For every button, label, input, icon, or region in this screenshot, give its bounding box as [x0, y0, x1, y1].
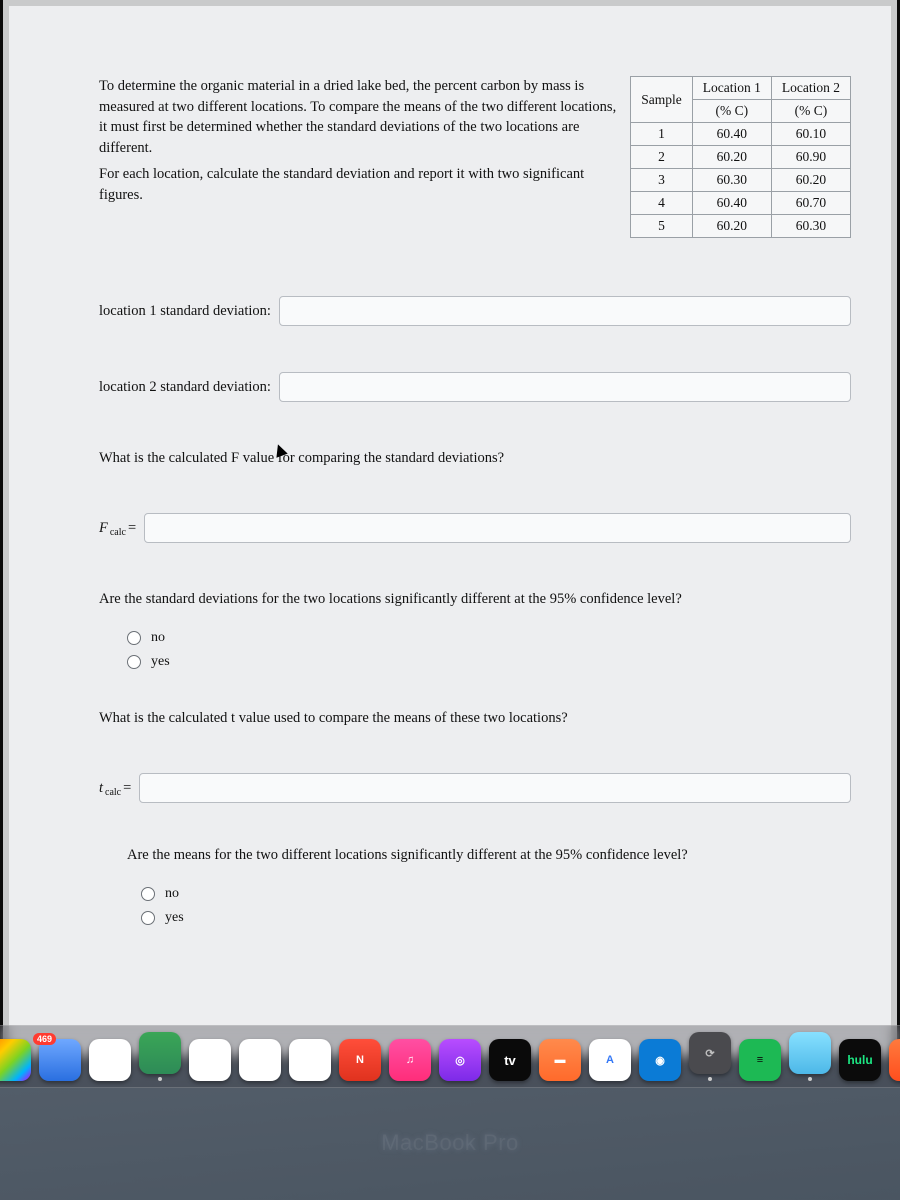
dock-app-icon[interactable]	[39, 1039, 81, 1081]
dock-app-icon[interactable]: tv	[489, 1039, 531, 1081]
running-indicator-dot	[158, 1077, 162, 1081]
radio-icon	[141, 887, 155, 901]
f-value-question: What is the calculated F value for compa…	[99, 450, 851, 467]
dock-app-icon[interactable]	[289, 1039, 331, 1081]
dock-app-icon[interactable]	[89, 1039, 131, 1081]
problem-statement: To determine the organic material in a d…	[99, 76, 616, 205]
radio-icon	[141, 911, 155, 925]
radio-icon	[127, 631, 141, 645]
radio-no[interactable]: no	[141, 886, 851, 902]
col-loc1-unit: (% C)	[692, 100, 771, 123]
means-significance-radio-group: no yes	[141, 886, 851, 926]
dock-app-icon[interactable]: ♫	[389, 1039, 431, 1081]
radio-yes[interactable]: yes	[127, 654, 851, 670]
radio-icon	[127, 655, 141, 669]
loc1-sd-input[interactable]	[279, 296, 851, 326]
col-loc1: Location 1	[692, 77, 771, 100]
dock-app-icon[interactable]	[139, 1032, 181, 1074]
data-table: Sample Location 1 Location 2 (% C) (% C)…	[630, 76, 851, 238]
fcalc-label: Fcalc =	[99, 520, 136, 537]
dock-app-icon[interactable]	[189, 1039, 231, 1081]
table-row: 260.2060.90	[631, 146, 851, 169]
running-indicator-dot	[708, 1077, 712, 1081]
dock-app-icon[interactable]: ≡	[739, 1039, 781, 1081]
laptop-screen: To determine the organic material in a d…	[0, 0, 900, 1060]
fcalc-input[interactable]	[144, 513, 851, 543]
intro-paragraph-1: To determine the organic material in a d…	[99, 76, 616, 158]
table-row: 460.4060.70	[631, 192, 851, 215]
means-significance-question: Are the means for the two different loca…	[127, 847, 851, 864]
sd-significance-question: Are the standard deviations for the two …	[99, 591, 851, 608]
dock-app-icon[interactable]: ◎	[439, 1039, 481, 1081]
dock-app-icon[interactable]	[789, 1032, 831, 1074]
table-row: 360.3060.20	[631, 169, 851, 192]
dock-app-icon[interactable]: ▬	[539, 1039, 581, 1081]
dock-app-icon[interactable]: A	[589, 1039, 631, 1081]
dock-app-icon[interactable]: N	[339, 1039, 381, 1081]
sd-significance-radio-group: no yes	[127, 630, 851, 670]
dock-app-icon[interactable]: ◉	[639, 1039, 681, 1081]
loc2-sd-label: location 2 standard deviation:	[99, 379, 271, 396]
col-loc2: Location 2	[771, 77, 850, 100]
tcalc-label: tcalc =	[99, 780, 131, 797]
dock-app-icon[interactable]: hulu	[839, 1039, 881, 1081]
loc2-sd-input[interactable]	[279, 372, 851, 402]
intro-paragraph-2: For each location, calculate the standar…	[99, 164, 616, 205]
dock: 469 N♫◎tv▬A◉⟳≡ hulu	[0, 1025, 900, 1088]
dock-app-icon[interactable]	[0, 1039, 31, 1081]
col-sample: Sample	[631, 77, 693, 123]
dock-app-icon[interactable]: ⟳	[689, 1032, 731, 1074]
running-indicator-dot	[808, 1077, 812, 1081]
radio-yes[interactable]: yes	[141, 910, 851, 926]
dock-app-icon[interactable]	[239, 1039, 281, 1081]
radio-no[interactable]: no	[127, 630, 851, 646]
table-row: 160.4060.10	[631, 123, 851, 146]
tcalc-input[interactable]	[139, 773, 851, 803]
laptop-brand-label: MacBook Pro	[0, 1130, 900, 1156]
col-loc2-unit: (% C)	[771, 100, 850, 123]
page-content: To determine the organic material in a d…	[9, 6, 891, 1057]
notification-badge: 469	[33, 1033, 56, 1045]
dock-app-icon[interactable]	[889, 1039, 900, 1081]
t-value-question: What is the calculated t value used to c…	[99, 710, 851, 727]
table-row: 560.2060.30	[631, 215, 851, 238]
loc1-sd-label: location 1 standard deviation:	[99, 303, 271, 320]
